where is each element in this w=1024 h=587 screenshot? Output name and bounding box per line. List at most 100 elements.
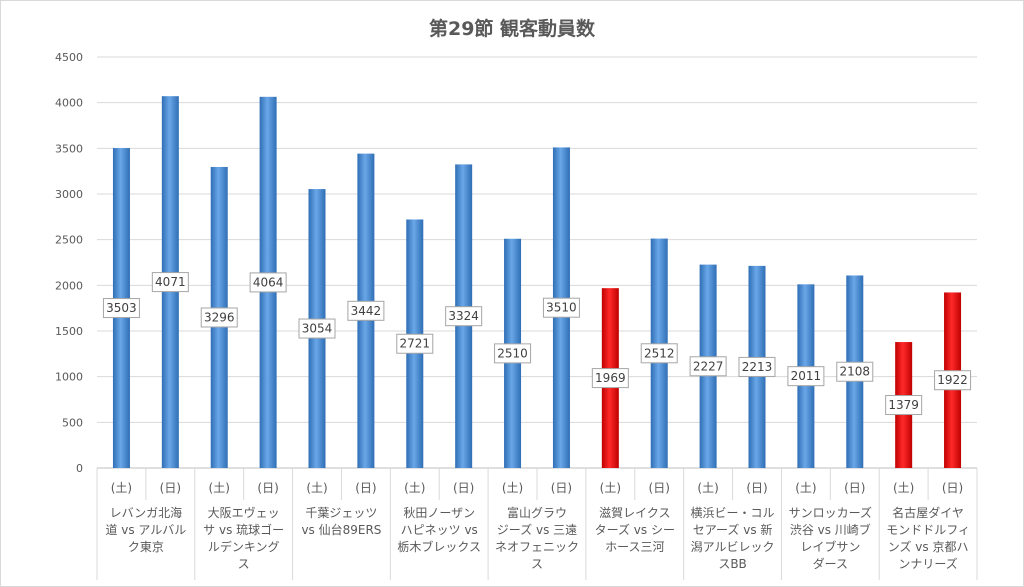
data-label: 3503 (106, 301, 137, 315)
day-label: (土) (111, 481, 132, 495)
data-label-box (542, 297, 580, 318)
y-tick-label: 2000 (55, 279, 83, 292)
y-tick-label: 0 (76, 462, 83, 475)
data-label-box (298, 318, 336, 339)
matchup-label: ホース三河 (605, 540, 664, 554)
day-label: (土) (404, 481, 425, 495)
matchup-label: スBB (718, 557, 746, 571)
day-label: (日) (942, 481, 963, 495)
matchup-label: モンドドルフィ (886, 523, 970, 537)
data-label: 2510 (497, 346, 528, 360)
day-label: (土) (306, 481, 327, 495)
data-label-box (934, 370, 972, 391)
data-label: 3296 (204, 310, 235, 324)
y-tick-label: 1000 (55, 371, 83, 384)
data-label-box (738, 356, 776, 377)
matchup-label: 大阪エヴェッ (208, 505, 280, 520)
matchup-label: 富山グラウ (507, 505, 567, 520)
day-label: (土) (893, 481, 914, 495)
matchup-label: レイブサン (800, 539, 860, 554)
matchup-label: 潟アルビレック (691, 540, 775, 554)
data-label-box (200, 307, 238, 328)
data-label-box (151, 272, 189, 293)
matchup-label: 横浜ビー・コル (691, 506, 775, 520)
data-label: 4071 (155, 275, 186, 289)
data-label: 2512 (644, 346, 675, 360)
day-label: (土) (209, 481, 230, 495)
data-label-box (347, 300, 385, 321)
matchup-label: レバンガ北海 (110, 505, 183, 520)
data-label: 1922 (937, 373, 968, 387)
matchup-label: ク東京 (128, 540, 164, 554)
y-tick-label: 3500 (55, 142, 83, 155)
y-tick-label: 3000 (55, 188, 83, 201)
day-label: (日) (649, 481, 670, 495)
data-label-box (885, 395, 923, 416)
matchup-label: サンロッカーズ (789, 505, 872, 520)
matchup-label: ダース (813, 556, 848, 571)
data-label: 3054 (302, 322, 333, 336)
data-label: 3510 (546, 301, 577, 315)
matchup-label: ンズ vs 京都ハ (888, 539, 969, 554)
matchup-label: ハピネッツ vs (401, 523, 478, 537)
data-label: 2011 (791, 369, 822, 383)
data-label: 1969 (595, 371, 626, 385)
day-label: (土) (697, 481, 718, 495)
day-label: (土) (795, 481, 816, 495)
data-label-box (102, 298, 140, 319)
data-label-box (249, 272, 287, 293)
data-label-box (689, 356, 727, 377)
data-label-box (640, 343, 678, 364)
data-label-box (445, 306, 483, 327)
matchup-label: 栃木ブレックス (397, 539, 481, 554)
chart-title: 第29節 観客動員数 (428, 18, 596, 40)
matchup-label: ネオフェニック (495, 540, 579, 554)
matchup-label: ンナリーズ (898, 556, 957, 571)
matchup-label: 名古屋ダイヤ (892, 505, 964, 520)
matchup-label: ジーズ vs 三遠 (497, 522, 577, 537)
matchup-label: ターズ vs シー (595, 522, 675, 537)
gridlines (97, 56, 977, 469)
data-label-box (396, 333, 434, 354)
data-label-box (591, 368, 629, 389)
day-label: (日) (160, 481, 181, 495)
matchup-label: ス (531, 557, 543, 571)
y-tick-label: 4000 (55, 97, 83, 110)
day-label: (日) (551, 481, 572, 495)
matchup-label: 滋賀レイクス (599, 506, 670, 520)
day-label: (日) (844, 481, 865, 495)
data-label: 3442 (351, 304, 382, 318)
bars: 3503 4071 3296 4064 3054 3442 2721 3324 2510 3510… (102, 96, 972, 469)
matchup-label: vs 仙台89ERS (301, 522, 381, 537)
day-label: (日) (355, 481, 376, 495)
day-label: (土) (600, 481, 621, 495)
data-label: 3324 (448, 309, 479, 323)
data-label: 1379 (888, 398, 919, 412)
matchup-label: 秋田ノーザン (403, 506, 475, 520)
matchup-label: セアーズ vs 新 (693, 522, 773, 537)
y-tick-label: 1500 (55, 325, 83, 338)
matchup-label: 道 vs アルバル (105, 523, 186, 537)
data-label-box (787, 366, 825, 387)
day-label: (日) (257, 481, 278, 495)
matchup-label: 渋谷 vs 川崎ブ (790, 522, 871, 537)
matchup-label: サ vs 琉球ゴー (203, 522, 284, 537)
day-label: (日) (453, 481, 474, 495)
data-label: 2108 (840, 365, 871, 379)
y-axis: 0 500 1000 1500 2000 2500 3000 3500 4000 4500 (55, 51, 83, 475)
data-label-box (836, 361, 874, 382)
data-label: 2721 (400, 337, 431, 351)
data-label: 4064 (253, 275, 284, 289)
y-tick-label: 4500 (55, 51, 83, 64)
day-label: (日) (746, 481, 767, 495)
day-label: (土) (502, 481, 523, 495)
matchup-label: ルデンキング (208, 539, 280, 554)
data-label: 2227 (693, 359, 724, 373)
y-tick-label: 2500 (55, 234, 83, 247)
y-tick-label: 500 (62, 416, 83, 429)
matchup-label: ス (238, 557, 250, 571)
data-label-box (494, 343, 532, 364)
matchup-label: 千葉ジェッツ (305, 506, 377, 520)
